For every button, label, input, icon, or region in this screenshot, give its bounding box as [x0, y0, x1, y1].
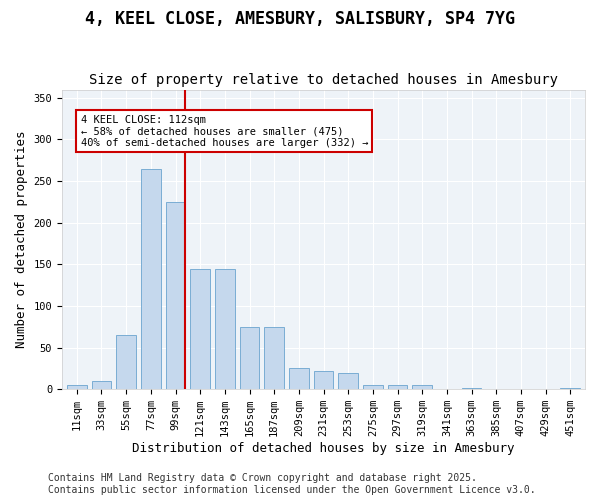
Bar [461, 388, 481, 389]
Bar [265, 327, 284, 389]
Title: Size of property relative to detached houses in Amesbury: Size of property relative to detached ho… [89, 73, 558, 87]
Bar [239, 327, 259, 389]
Bar [166, 202, 185, 389]
Bar [338, 372, 358, 389]
Text: 4, KEEL CLOSE, AMESBURY, SALISBURY, SP4 7YG: 4, KEEL CLOSE, AMESBURY, SALISBURY, SP4 … [85, 10, 515, 28]
Bar [412, 385, 432, 389]
Bar [215, 268, 235, 389]
Text: Contains HM Land Registry data © Crown copyright and database right 2025.
Contai: Contains HM Land Registry data © Crown c… [48, 474, 536, 495]
Bar [67, 385, 86, 389]
X-axis label: Distribution of detached houses by size in Amesbury: Distribution of detached houses by size … [132, 442, 515, 455]
Bar [560, 388, 580, 389]
Bar [116, 335, 136, 389]
Y-axis label: Number of detached properties: Number of detached properties [15, 130, 28, 348]
Bar [289, 368, 309, 389]
Bar [314, 371, 334, 389]
Bar [388, 385, 407, 389]
Text: 4 KEEL CLOSE: 112sqm
← 58% of detached houses are smaller (475)
40% of semi-deta: 4 KEEL CLOSE: 112sqm ← 58% of detached h… [80, 114, 368, 148]
Bar [363, 385, 383, 389]
Bar [141, 168, 161, 389]
Bar [190, 268, 210, 389]
Bar [92, 381, 112, 389]
